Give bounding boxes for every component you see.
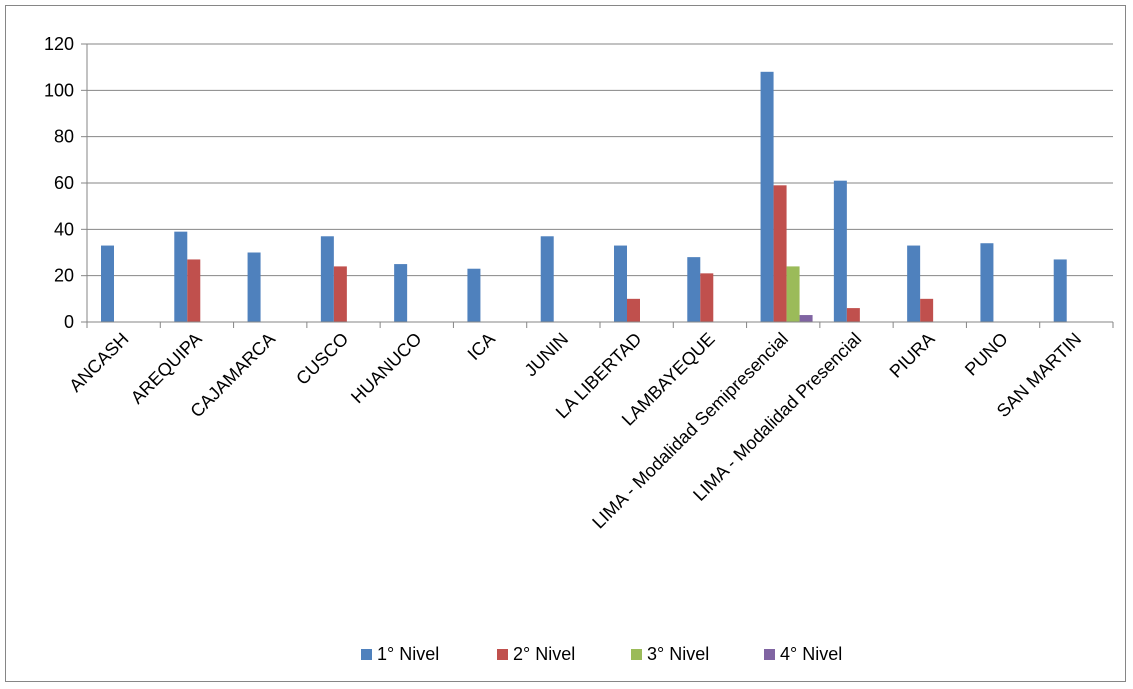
legend-item: 2° Nivel — [497, 644, 575, 664]
y-tick-label: 100 — [44, 80, 74, 100]
legend-item: 3° Nivel — [631, 644, 709, 664]
bar-1-nivel — [174, 231, 188, 322]
x-tick-label: ANCASH — [65, 329, 132, 396]
legend-item: 4° Nivel — [764, 644, 842, 664]
y-tick-label: 20 — [54, 266, 74, 286]
bar-2-nivel — [846, 308, 860, 322]
legend-swatch — [764, 649, 775, 660]
y-tick-labels: 0 20 40 60 80 100 120 — [44, 34, 74, 332]
x-tick-label: AREQUIPA — [127, 329, 206, 408]
bar-2-nivel — [773, 185, 787, 322]
bar-1-nivel — [320, 236, 334, 322]
chart-frame — [5, 5, 1126, 682]
bar-2-nivel — [700, 273, 714, 322]
bar-1-nivel — [540, 236, 554, 322]
legend-item: 1° Nivel — [361, 644, 439, 664]
legend-label: 1° Nivel — [377, 644, 439, 664]
bar-1-nivel — [247, 252, 261, 322]
x-tick-label: PUNO — [961, 329, 1012, 380]
legend-label: 2° Nivel — [513, 644, 575, 664]
bar-1-nivel — [1053, 259, 1067, 322]
legend: 1° Nivel 2° Nivel 3° Nivel 4° Nivel — [361, 644, 842, 664]
y-tick-label: 40 — [54, 219, 74, 239]
x-tick-label: ICA — [464, 329, 499, 364]
bars — [101, 71, 1067, 322]
bar-1-nivel — [980, 243, 994, 322]
bar-1-nivel — [760, 71, 774, 322]
legend-label: 4° Nivel — [780, 644, 842, 664]
y-tick-label: 120 — [44, 34, 74, 54]
bar-1-nivel — [907, 245, 921, 322]
y-tick-label: 0 — [64, 312, 74, 332]
bar-4-nivel — [799, 315, 813, 322]
bar-1-nivel — [833, 180, 847, 322]
bar-1-nivel — [687, 257, 701, 322]
legend-label: 3° Nivel — [647, 644, 709, 664]
bar-1-nivel — [614, 245, 627, 322]
x-tick-label: HUANUCO — [347, 329, 425, 407]
y-tick-label: 60 — [54, 173, 74, 193]
gridlines — [87, 43, 1113, 277]
legend-swatch — [361, 649, 372, 660]
bar-2-nivel — [920, 298, 934, 322]
legend-swatch — [497, 649, 508, 660]
y-tick-label: 80 — [54, 127, 74, 147]
x-tick-label: PIURA — [886, 329, 939, 382]
bar-2-nivel — [627, 298, 640, 322]
bar-1-nivel — [394, 264, 408, 322]
bar-2-nivel — [187, 259, 201, 322]
bar-1-nivel — [101, 245, 114, 322]
x-tick-label: JUNIN — [521, 329, 573, 381]
legend-swatch — [631, 649, 642, 660]
bar-1-nivel — [467, 268, 481, 322]
x-tick-label: CUSCO — [292, 329, 352, 389]
bar-3-nivel — [786, 266, 800, 322]
bar-2-nivel — [333, 266, 347, 322]
axes — [81, 43, 1114, 328]
